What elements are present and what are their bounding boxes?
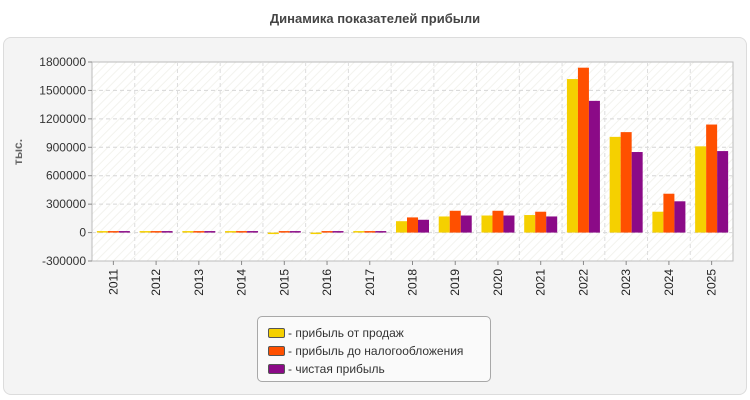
- y-tick-label: 600000: [46, 169, 86, 183]
- x-tick-label: 2015: [277, 269, 291, 296]
- y-tick-label: 0: [79, 226, 86, 240]
- bar-net-profit: [204, 231, 216, 233]
- bar-sales-profit: [310, 232, 322, 235]
- bar-net-profit: [161, 231, 173, 233]
- bar-pretax-profit: [107, 231, 119, 233]
- x-tick-label: 2020: [491, 269, 505, 296]
- bar-net-profit: [118, 231, 130, 233]
- x-tick-label: 2024: [662, 269, 676, 296]
- bar-net-profit: [631, 152, 643, 233]
- x-tick-label: 2012: [149, 269, 163, 296]
- x-tick-label: 2025: [705, 269, 719, 296]
- legend-item-pretax-profit: - прибыль до налогообложения: [268, 342, 490, 360]
- x-tick-label: 2019: [448, 269, 462, 296]
- y-tick-label: 1500000: [39, 83, 86, 97]
- bar-pretax-profit: [407, 217, 418, 233]
- bar-net-profit: [460, 215, 472, 233]
- x-tick-label: 2016: [320, 269, 334, 296]
- bar-pretax-profit: [492, 210, 504, 233]
- legend-label-pretax-profit: - прибыль до налогообложения: [288, 344, 464, 358]
- x-tick-label: 2013: [192, 269, 206, 296]
- bar-sales-profit: [695, 146, 707, 233]
- bar-sales-profit: [225, 231, 237, 233]
- y-tick-label: 300000: [46, 197, 86, 211]
- y-tick-label: 1200000: [39, 112, 86, 126]
- legend-label-sales-profit: - прибыль от продаж: [288, 326, 404, 340]
- x-tick-label: 2017: [363, 269, 377, 296]
- bar-net-profit: [418, 219, 429, 233]
- legend-swatch-pretax-profit: [268, 346, 285, 356]
- legend-item-sales-profit: - прибыль от продаж: [268, 324, 490, 342]
- bar-pretax-profit: [620, 132, 632, 233]
- x-tick-label: 2018: [406, 269, 420, 296]
- bar-pretax-profit: [236, 231, 248, 233]
- y-tick-label: 900000: [46, 140, 86, 154]
- x-tick-label: 2014: [235, 269, 249, 296]
- bar-net-profit: [717, 151, 729, 233]
- bar-sales-profit: [139, 231, 151, 233]
- bar-sales-profit: [96, 231, 108, 233]
- bar-sales-profit: [481, 215, 493, 233]
- bar-net-profit: [546, 216, 558, 233]
- bar-pretax-profit: [193, 231, 205, 233]
- bar-pretax-profit: [577, 67, 589, 233]
- bar-sales-profit: [353, 231, 365, 233]
- chart-title: Динамика показателей прибыли: [269, 11, 481, 26]
- bar-sales-profit: [267, 232, 279, 235]
- bar-pretax-profit: [321, 231, 333, 233]
- bar-net-profit: [247, 231, 259, 233]
- legend-swatch-net-profit: [268, 364, 285, 374]
- legend-label-net-profit: - чистая прибыль: [288, 362, 385, 376]
- bar-net-profit: [503, 215, 515, 233]
- bar-sales-profit: [566, 79, 578, 233]
- bar-pretax-profit: [278, 231, 290, 233]
- y-tick-label: -300000: [42, 254, 86, 268]
- bar-sales-profit: [396, 221, 407, 233]
- bar-sales-profit: [438, 216, 450, 233]
- x-tick-label: 2021: [534, 269, 548, 296]
- legend: - прибыль от продаж - прибыль до налогоо…: [257, 316, 491, 382]
- bar-net-profit: [289, 231, 301, 233]
- x-tick-label: 2023: [619, 269, 633, 296]
- legend-item-net-profit: - чистая прибыль: [268, 360, 490, 378]
- bar-sales-profit: [182, 231, 194, 233]
- legend-swatch-sales-profit: [268, 328, 285, 338]
- bar-pretax-profit: [535, 211, 547, 233]
- y-tick-label: 1800000: [39, 55, 86, 69]
- bar-sales-profit: [609, 136, 621, 233]
- bar-sales-profit: [524, 215, 536, 233]
- x-tick-label: 2022: [576, 269, 590, 296]
- bar-pretax-profit: [150, 231, 162, 233]
- bar-pretax-profit: [663, 193, 675, 233]
- bar-pretax-profit: [449, 210, 461, 233]
- y-axis: 1800000 1500000 1200000 900000 600000 300000 0…: [39, 55, 92, 268]
- bar-net-profit: [375, 231, 387, 233]
- bar-pretax-profit: [706, 124, 718, 233]
- x-tick-label: 2011: [106, 269, 120, 295]
- x-axis: 2011 2012 2013 2014 2015 2016 2017 2018 2019 2020…: [106, 261, 719, 296]
- bar-net-profit: [588, 100, 600, 233]
- bar-net-profit: [332, 231, 344, 233]
- bar-pretax-profit: [364, 231, 376, 233]
- bar-net-profit: [674, 201, 686, 233]
- y-axis-label: тыс.: [11, 139, 25, 165]
- bars: [96, 67, 729, 235]
- bar-sales-profit: [652, 211, 664, 233]
